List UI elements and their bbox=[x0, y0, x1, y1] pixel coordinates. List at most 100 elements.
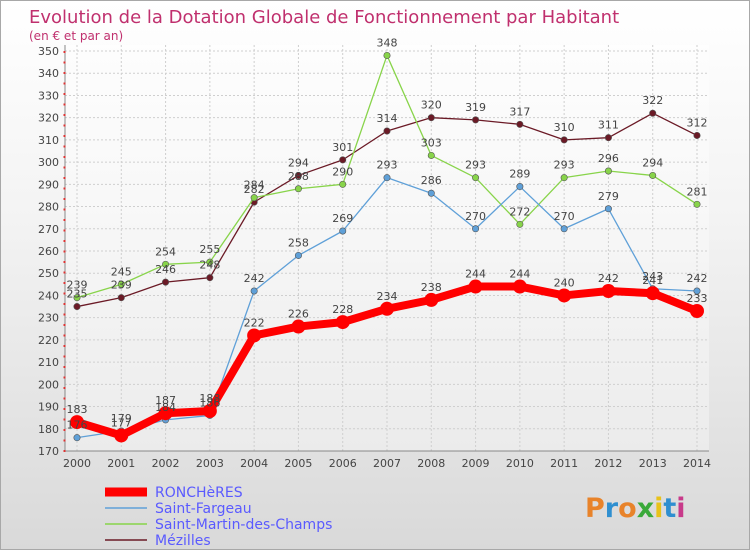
data-label: 242 bbox=[687, 272, 708, 285]
data-point bbox=[162, 260, 170, 268]
y-tick-label: 180 bbox=[38, 423, 59, 436]
data-label: 296 bbox=[598, 152, 619, 165]
plot-area bbox=[65, 45, 709, 451]
axis-marker bbox=[63, 51, 66, 53]
data-label: 183 bbox=[67, 403, 88, 416]
axis-marker bbox=[63, 61, 66, 64]
data-point bbox=[247, 328, 262, 343]
data-label: 241 bbox=[642, 274, 663, 287]
data-point bbox=[693, 200, 701, 208]
y-tick-label: 300 bbox=[38, 156, 59, 169]
data-point bbox=[117, 294, 125, 302]
x-tick-label: 2008 bbox=[417, 457, 445, 470]
chart-subtitle: (en € et par an) bbox=[29, 29, 123, 43]
legend-label: Saint-Fargeau bbox=[155, 501, 252, 517]
data-label: 239 bbox=[67, 279, 88, 292]
data-point bbox=[73, 294, 81, 302]
axis-marker bbox=[63, 429, 66, 431]
data-point bbox=[516, 120, 524, 128]
y-tick-label: 280 bbox=[38, 201, 59, 214]
data-label: 279 bbox=[598, 190, 619, 203]
brand-letter: P bbox=[585, 493, 605, 524]
data-label: 255 bbox=[199, 243, 220, 256]
brand-letter: r bbox=[605, 493, 619, 524]
y-tick-label: 320 bbox=[38, 112, 59, 125]
data-label: 294 bbox=[288, 156, 309, 169]
data-point bbox=[427, 151, 435, 159]
axis-marker bbox=[63, 198, 66, 200]
data-point bbox=[250, 287, 258, 295]
brand-letter: i bbox=[676, 493, 685, 524]
axis-marker bbox=[63, 292, 66, 295]
data-point bbox=[645, 286, 660, 301]
axis-marker bbox=[63, 366, 66, 368]
data-point bbox=[604, 167, 612, 175]
axis-marker bbox=[63, 93, 66, 95]
axis-marker bbox=[63, 418, 66, 421]
axis-marker bbox=[63, 303, 66, 305]
data-point bbox=[206, 274, 214, 282]
axis-marker bbox=[63, 135, 66, 137]
legend-label: Saint-Martin-des-Champs bbox=[155, 517, 332, 533]
x-tick-label: 2001 bbox=[107, 457, 135, 470]
y-tick-label: 290 bbox=[38, 178, 59, 191]
x-tick-label: 2010 bbox=[506, 457, 534, 470]
data-point bbox=[383, 51, 391, 59]
data-point bbox=[250, 194, 258, 202]
y-tick-label: 350 bbox=[38, 45, 59, 58]
data-label: 320 bbox=[421, 99, 442, 112]
axis-marker bbox=[63, 450, 66, 452]
data-label: 281 bbox=[687, 185, 708, 198]
data-point bbox=[339, 227, 347, 235]
axis-marker bbox=[63, 124, 66, 127]
data-point bbox=[649, 109, 657, 117]
data-label: 240 bbox=[554, 276, 575, 289]
axis-marker bbox=[63, 439, 66, 442]
axis-marker bbox=[63, 376, 66, 379]
data-label: 176 bbox=[67, 419, 88, 432]
y-tick-label: 240 bbox=[38, 289, 59, 302]
data-label: 282 bbox=[244, 183, 265, 196]
data-point bbox=[294, 185, 302, 193]
x-tick-label: 2007 bbox=[373, 457, 401, 470]
data-point bbox=[73, 303, 81, 311]
data-label: 311 bbox=[598, 119, 619, 132]
y-tick-label: 310 bbox=[38, 134, 59, 147]
axis-marker bbox=[63, 229, 66, 232]
data-point bbox=[294, 251, 302, 259]
data-label: 177 bbox=[111, 416, 132, 429]
axis-marker bbox=[63, 408, 66, 410]
data-point bbox=[560, 136, 568, 144]
brand-letter: i bbox=[654, 493, 663, 524]
x-tick-label: 2011 bbox=[550, 457, 578, 470]
data-label: 246 bbox=[155, 263, 176, 276]
data-point bbox=[512, 279, 527, 294]
axis-marker bbox=[63, 313, 66, 316]
data-point bbox=[516, 220, 524, 228]
legend: RONCHèRESSaint-FargeauSaint-Martin-des-C… bbox=[105, 485, 332, 549]
axis-marker bbox=[63, 397, 66, 400]
axis-marker bbox=[63, 345, 66, 347]
brand-letter: x bbox=[637, 493, 654, 524]
data-label: 244 bbox=[465, 268, 486, 281]
data-point bbox=[383, 174, 391, 182]
data-label: 235 bbox=[67, 288, 88, 301]
x-tick-label: 2006 bbox=[329, 457, 357, 470]
data-label: 310 bbox=[554, 121, 575, 134]
data-label: 186 bbox=[199, 396, 220, 409]
axis-marker bbox=[63, 187, 66, 190]
data-label: 293 bbox=[465, 159, 486, 172]
axes: 170 180 190 200 210 220 230 240 250 260 270 280 290 3… bbox=[38, 45, 711, 470]
data-point bbox=[202, 404, 217, 418]
brand-text: Proxiti bbox=[585, 493, 686, 524]
data-label: 288 bbox=[288, 170, 309, 183]
axis-marker bbox=[63, 334, 66, 337]
data-label: 242 bbox=[598, 272, 619, 285]
legend-label: RONCHèRES bbox=[155, 485, 243, 501]
data-label: 317 bbox=[509, 105, 530, 118]
axis-marker bbox=[63, 177, 66, 179]
legend-label: Mézilles bbox=[155, 533, 211, 549]
data-point bbox=[557, 288, 572, 303]
data-label: 228 bbox=[332, 303, 353, 316]
